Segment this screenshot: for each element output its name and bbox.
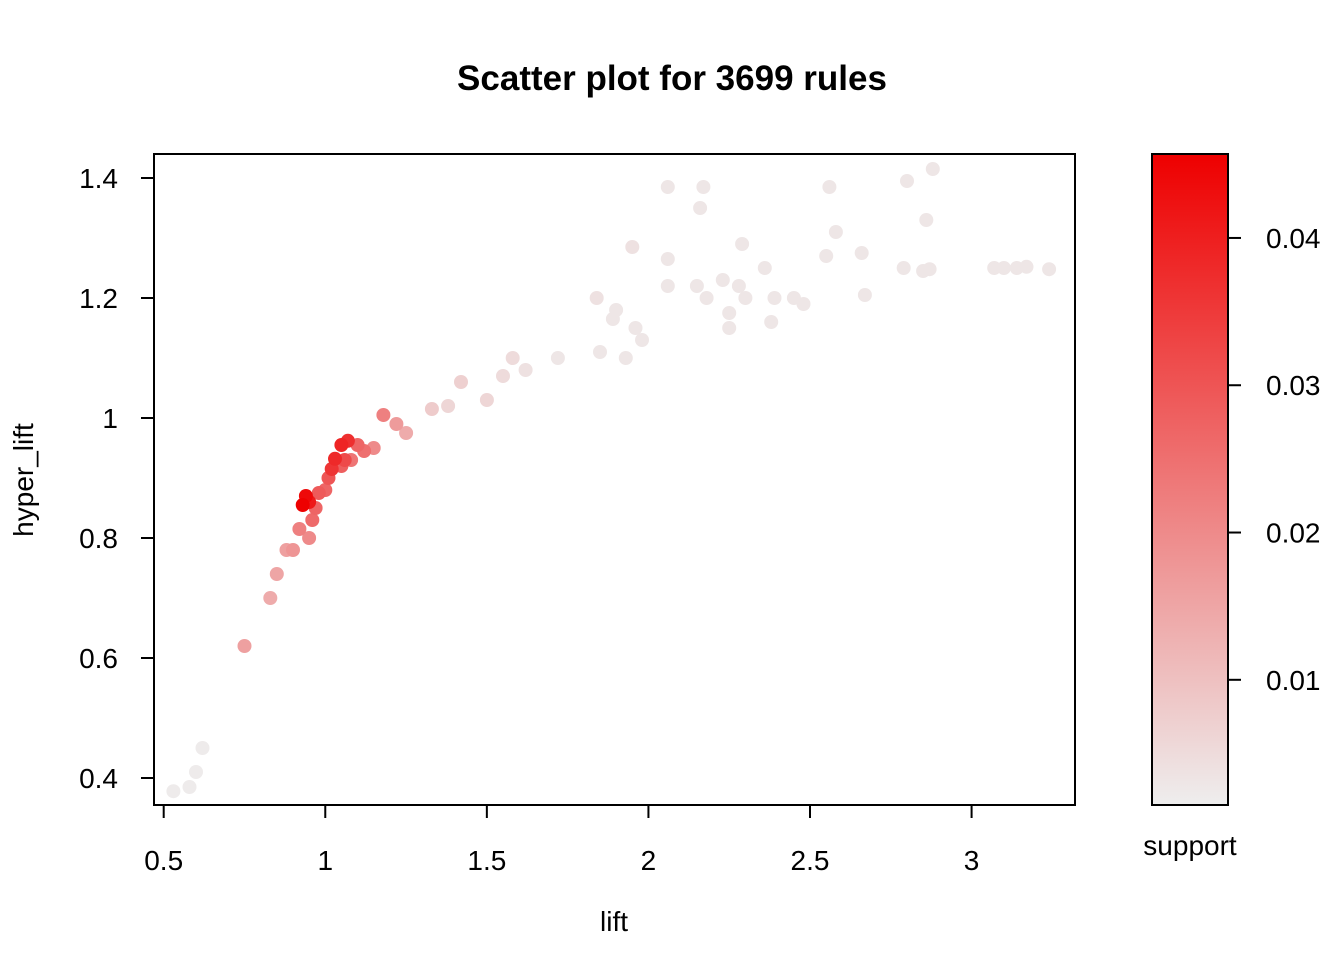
data-point xyxy=(376,408,391,422)
data-point xyxy=(689,279,704,293)
data-point xyxy=(454,375,468,389)
data-point xyxy=(660,180,675,194)
x-tick-label: 2.5 xyxy=(791,845,830,876)
data-point xyxy=(1019,259,1034,274)
plot-frame xyxy=(153,153,1076,806)
data-point xyxy=(628,321,643,335)
data-point xyxy=(550,351,565,365)
data-point xyxy=(828,225,843,239)
data-point xyxy=(922,262,937,277)
data-point xyxy=(625,240,640,254)
y-tick-label: 1 xyxy=(102,403,118,434)
data-point xyxy=(263,591,278,605)
data-point xyxy=(182,780,197,794)
data-point xyxy=(635,333,649,347)
data-point xyxy=(189,765,203,779)
color-legend-tick-label: 0.01 xyxy=(1266,665,1321,696)
data-point xyxy=(292,522,307,536)
points-layer xyxy=(166,162,1057,799)
data-point xyxy=(496,369,510,383)
data-point xyxy=(479,393,494,407)
x-tick-label: 1.5 xyxy=(467,845,506,876)
data-point xyxy=(305,513,320,527)
data-point xyxy=(399,426,414,440)
data-point xyxy=(796,297,811,311)
color-legend-tick-label: 0.04 xyxy=(1266,223,1321,254)
data-point xyxy=(900,174,914,188)
y-tick-label: 0.8 xyxy=(79,523,118,554)
y-tick-label: 1.4 xyxy=(79,163,118,194)
x-tick-label: 3 xyxy=(964,845,980,876)
data-point xyxy=(237,639,252,653)
data-point xyxy=(731,279,746,293)
data-point xyxy=(857,288,872,302)
data-point xyxy=(735,237,750,251)
data-point xyxy=(593,345,607,359)
data-point xyxy=(722,321,737,335)
data-point xyxy=(589,291,604,305)
data-point xyxy=(715,273,730,287)
data-point xyxy=(722,306,737,320)
y-axis-label: hyper_lift xyxy=(8,423,39,537)
color-legend-label: support xyxy=(1143,830,1237,861)
data-point xyxy=(166,784,181,799)
x-tick-label: 0.5 xyxy=(144,845,183,876)
chart-title: Scatter plot for 3699 rules xyxy=(457,59,887,98)
data-point xyxy=(693,201,708,215)
color-legend-tick-label: 0.02 xyxy=(1266,518,1321,549)
color-legend-tick-label: 0.03 xyxy=(1266,370,1321,401)
x-axis-label: lift xyxy=(600,906,628,937)
data-point xyxy=(389,417,404,431)
data-point xyxy=(854,246,869,260)
data-point xyxy=(819,249,834,263)
data-point xyxy=(660,279,675,293)
data-point xyxy=(424,402,439,416)
data-point xyxy=(660,252,675,266)
data-point xyxy=(518,363,533,377)
data-point xyxy=(757,261,772,275)
data-point xyxy=(696,180,711,194)
data-point xyxy=(919,213,934,227)
data-point xyxy=(1042,262,1057,277)
data-point xyxy=(925,162,940,176)
y-tick-label: 0.6 xyxy=(79,643,118,674)
y-tick-label: 0.4 xyxy=(79,763,118,794)
data-point xyxy=(987,261,1002,275)
data-point xyxy=(311,486,326,500)
data-point xyxy=(269,567,284,581)
data-point xyxy=(609,303,624,317)
data-point xyxy=(764,315,779,329)
data-point xyxy=(699,291,714,305)
data-point xyxy=(505,351,520,365)
y-tick-label: 1.2 xyxy=(79,283,118,314)
data-point xyxy=(334,438,349,452)
data-point xyxy=(996,261,1011,275)
data-point xyxy=(767,291,782,305)
color-legend-gradient xyxy=(1151,153,1229,806)
data-point xyxy=(328,451,342,466)
data-point xyxy=(295,498,310,512)
color-legend: 0.01 0.02 0.03 0.04 support xyxy=(1143,153,1321,861)
data-point xyxy=(195,741,210,755)
color-legend-ticks: 0.01 0.02 0.03 0.04 xyxy=(1228,223,1321,696)
data-point xyxy=(618,351,633,365)
data-point xyxy=(302,531,317,545)
data-point xyxy=(896,261,911,275)
y-axis: 0.4 0.6 0.8 1 1.2 1.4 xyxy=(79,163,155,794)
data-point xyxy=(822,180,837,194)
data-point xyxy=(286,543,300,557)
data-point xyxy=(738,291,753,305)
x-axis: 0.5 1 1.5 2 2.5 3 xyxy=(144,804,980,876)
data-point xyxy=(441,399,456,413)
x-tick-label: 1 xyxy=(317,845,333,876)
x-tick-label: 2 xyxy=(641,845,657,876)
